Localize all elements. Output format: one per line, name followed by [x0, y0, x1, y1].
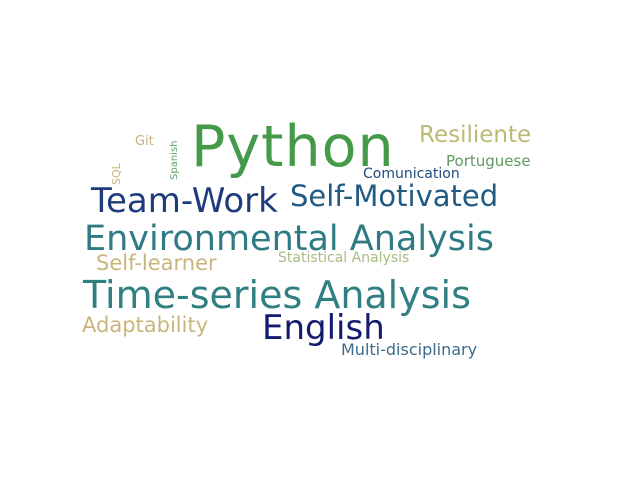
word-git: Git [135, 134, 154, 149]
word-resiliente: Resiliente [419, 122, 532, 148]
word-python: Python [191, 114, 395, 180]
word-english: English [262, 308, 385, 348]
word-team-work: Team-Work [91, 181, 278, 221]
word-self-learner: Self-learner [96, 251, 217, 275]
word-spanish: Spanish [169, 140, 180, 181]
word-statistical-analysis: Statistical Analysis [278, 250, 410, 266]
word-portuguese: Portuguese [446, 152, 531, 170]
word-time-series-analysis: Time-series Analysis [83, 273, 471, 317]
word-environmental-analysis: Environmental Analysis [84, 219, 494, 259]
word-self-motivated: Self-Motivated [290, 179, 499, 213]
word-adaptability: Adaptability [82, 313, 209, 337]
word-multi-disciplinary: Multi-disciplinary [341, 340, 478, 359]
word-comunication: Comunication [363, 166, 460, 182]
